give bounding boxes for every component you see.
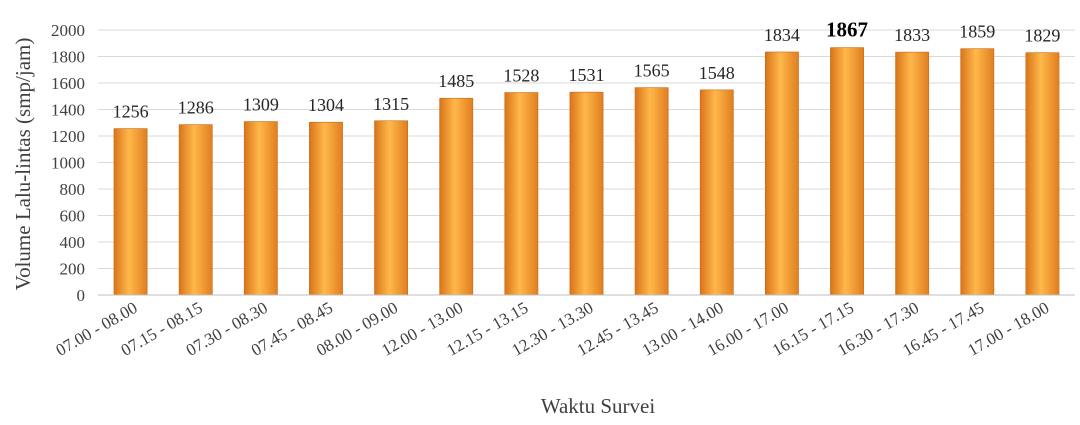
data-label: 1548 xyxy=(699,63,735,83)
data-label: 1304 xyxy=(308,95,344,115)
x-axis-title: Waktu Survei xyxy=(541,394,656,418)
bar xyxy=(439,97,474,296)
bar xyxy=(569,91,604,296)
y-tick-label: 1400 xyxy=(51,101,85,120)
y-tick-label: 1200 xyxy=(51,127,85,146)
data-label: 1309 xyxy=(243,95,279,115)
y-tick-label: 200 xyxy=(60,260,86,279)
bar xyxy=(309,121,343,296)
y-axis-title: Volume Lalu-lintas (smp/jam) xyxy=(11,38,35,291)
y-tick-label: 1800 xyxy=(51,48,85,67)
data-label: 1528 xyxy=(503,66,539,86)
y-tick-label: 800 xyxy=(60,180,86,199)
data-label: 1315 xyxy=(373,94,409,114)
y-tick-label: 1600 xyxy=(51,74,85,93)
data-label: 1256 xyxy=(113,102,149,122)
bar xyxy=(504,92,539,296)
bar xyxy=(960,48,995,296)
bar xyxy=(895,51,930,296)
data-label: 1833 xyxy=(894,25,930,45)
y-tick-label: 1000 xyxy=(51,154,85,173)
y-tick-label: 400 xyxy=(60,233,86,252)
bar xyxy=(634,87,669,296)
bar xyxy=(764,51,799,296)
y-axis-ticks: 0 200 400 600 800 1000 1200 1400 1600 1800 2000 xyxy=(51,21,85,305)
data-label: 1531 xyxy=(569,65,605,85)
y-tick-label: 2000 xyxy=(51,21,85,40)
bar xyxy=(178,124,213,296)
data-label: 1867 xyxy=(826,18,868,42)
data-label: 1834 xyxy=(764,25,800,45)
bar xyxy=(1025,52,1060,296)
y-tick-label: 0 xyxy=(77,286,86,305)
y-tick-label: 600 xyxy=(60,207,86,226)
bar xyxy=(113,128,148,296)
data-label: 1829 xyxy=(1024,26,1060,46)
bar xyxy=(830,47,864,296)
data-labels: 1256 1286 1309 1304 1315 1485 1528 1531 1565 1548… xyxy=(113,18,1061,122)
bar xyxy=(243,121,278,296)
data-label: 1286 xyxy=(178,98,214,118)
bar xyxy=(374,120,409,296)
data-label: 1485 xyxy=(438,71,474,91)
bars xyxy=(113,47,1060,296)
bar xyxy=(699,89,734,296)
data-label: 1565 xyxy=(634,61,670,81)
data-label: 1859 xyxy=(959,22,995,42)
